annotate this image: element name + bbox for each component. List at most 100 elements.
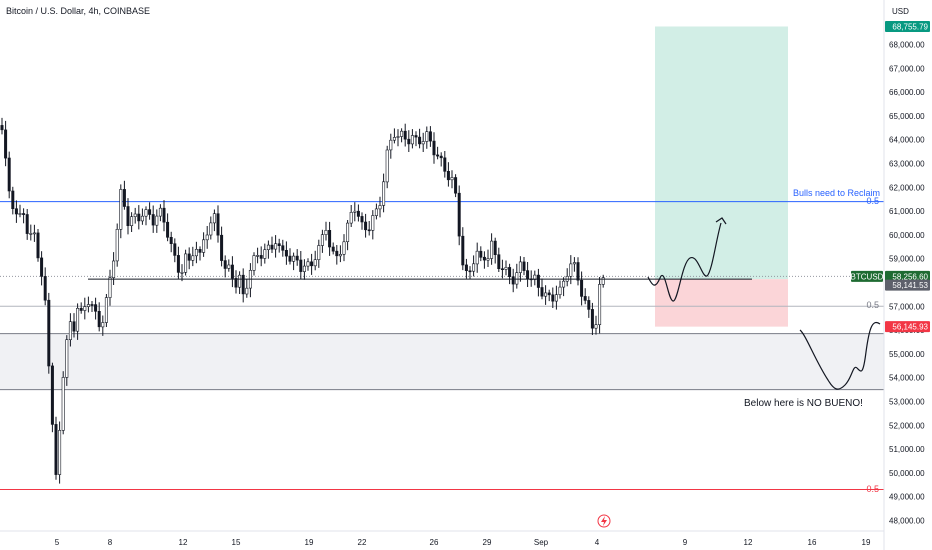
candle-body (547, 292, 551, 296)
candle-body (50, 365, 54, 425)
candle-body (454, 177, 458, 194)
candle-body (317, 245, 321, 260)
candle-body (194, 249, 198, 257)
candle-body (259, 255, 263, 259)
svg-text:68,755.79: 68,755.79 (892, 23, 928, 32)
candle-body (234, 278, 238, 288)
time-axis-ticks: 5 8 12 15 19 22 26 29 Sep 4 9 12 16 19 (55, 538, 871, 547)
lightning-icon[interactable] (597, 514, 611, 528)
candle-body (342, 241, 346, 255)
candle-body (140, 215, 144, 222)
time-tick-label: 29 (483, 538, 492, 547)
reclaim-annotation: Bulls need to Reclaim (793, 188, 880, 198)
candle-body (320, 234, 324, 246)
candle-body (479, 250, 483, 258)
candle-body (353, 210, 357, 213)
candle-body (598, 284, 602, 325)
candle-body (180, 271, 184, 274)
candle-body (590, 309, 594, 329)
bull-scenario-arrowhead (715, 217, 727, 225)
time-tick-label: 12 (744, 538, 753, 547)
candle-body (191, 255, 195, 261)
candle-body (281, 245, 285, 251)
candle-body (576, 262, 580, 281)
candle-body (536, 274, 540, 288)
candle-body (133, 213, 137, 218)
svg-text:BTCUSD: BTCUSD (851, 272, 884, 281)
candle-body (601, 277, 605, 285)
candle-body (18, 213, 22, 215)
candle-body (115, 229, 119, 262)
candle-body (40, 257, 44, 277)
warning-annotation: Below here is NO BUENO! (744, 398, 863, 409)
candle-body (76, 307, 80, 332)
candle-body (25, 214, 29, 234)
candle-body (252, 255, 256, 271)
price-tick-label: 63,000.00 (889, 160, 925, 169)
candle-body (284, 250, 288, 257)
price-tick-label: 68,000.00 (889, 41, 925, 50)
time-tick-label: 12 (179, 538, 188, 547)
candle-body (277, 243, 281, 246)
candle-body (173, 243, 177, 256)
candle-body (227, 264, 231, 269)
candle-body (241, 274, 245, 295)
candle-body (292, 255, 296, 262)
candle-body (356, 210, 360, 217)
candle-body (61, 377, 65, 431)
candle-body (263, 249, 267, 259)
candle-body (436, 154, 440, 157)
candle-body (378, 205, 382, 210)
candle-body (518, 261, 522, 273)
candle-body (122, 189, 126, 207)
candle-body (551, 294, 555, 302)
price-tick-label: 59,000.00 (889, 255, 925, 264)
candle-body (7, 157, 11, 192)
candle-body (86, 304, 90, 307)
last-price-tag: 58,256.60 (885, 270, 930, 282)
time-tick-label: 19 (862, 538, 871, 547)
candle-body (403, 130, 407, 140)
candle-body (158, 207, 162, 217)
candle-body (104, 297, 108, 323)
price-tick-label: 48,000.00 (889, 517, 925, 526)
candle-body (58, 430, 62, 475)
candle-body (198, 249, 202, 253)
candle-body (169, 237, 173, 245)
candle-body (187, 253, 191, 261)
candle-body (108, 277, 112, 298)
candle-body (209, 222, 213, 236)
candle-body (511, 276, 515, 285)
candle-body (389, 139, 393, 151)
candle-body (83, 306, 87, 311)
fib-label-support: 0.5 (866, 484, 879, 494)
candle-body (256, 255, 260, 257)
candle-body (508, 267, 512, 277)
stop-zone[interactable] (655, 279, 788, 327)
candle-body (94, 304, 98, 312)
bear-scenario-path[interactable] (799, 321, 881, 390)
svg-text:58,141.53: 58,141.53 (892, 281, 928, 290)
candle-body (126, 206, 130, 227)
candle-body (176, 255, 180, 273)
candle-body (270, 244, 274, 250)
candle-body (385, 149, 389, 183)
candle-body (212, 213, 216, 224)
candle-body (310, 261, 314, 267)
candle-body (68, 321, 72, 341)
target-zone[interactable] (655, 26, 788, 280)
candle-body (374, 208, 378, 216)
candle-body (137, 213, 141, 222)
price-tick-label: 52,000.00 (889, 421, 925, 430)
time-tick-label: 22 (358, 538, 367, 547)
candle-body (205, 234, 209, 241)
candle-body (493, 240, 497, 256)
candle-body (486, 258, 490, 261)
candle-body (4, 129, 8, 159)
candle-body (515, 272, 519, 285)
time-tick-label: Sep (534, 538, 549, 547)
candle-body (407, 138, 411, 145)
bull-scenario-path[interactable] (647, 222, 722, 302)
candle-body (522, 261, 526, 271)
